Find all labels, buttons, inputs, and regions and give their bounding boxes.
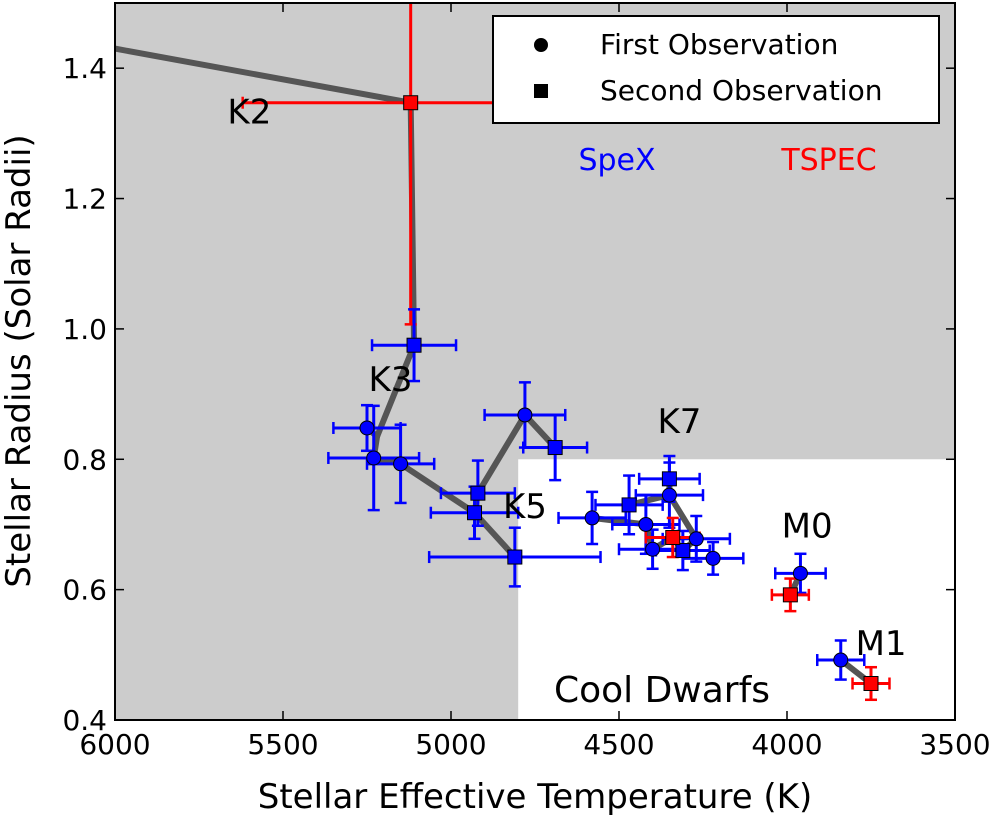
second-obs-point (403, 95, 419, 111)
first-obs-point (705, 550, 721, 566)
first-obs-point (688, 531, 704, 547)
second-obs-point (406, 337, 422, 353)
spectral-type-label-m0: M0 (782, 506, 833, 546)
connector-line (397, 460, 478, 516)
second-obs-point (467, 505, 483, 521)
y-tick-label: 1.0 (62, 313, 107, 346)
second-obs-point (507, 549, 523, 565)
spectral-type-label-k2: K2 (227, 93, 271, 133)
first-obs-point (584, 510, 600, 526)
first-obs-point (645, 541, 661, 557)
first-obs-point (359, 420, 375, 436)
connector-line (115, 45, 414, 106)
plot-frame (114, 2, 956, 721)
legend-label-second-observation: Second Observation (600, 74, 882, 107)
legend-circle-marker (534, 38, 548, 52)
second-obs-point (661, 471, 677, 487)
connector-line (374, 342, 418, 440)
spectral-type-label-k3: K3 (369, 360, 413, 400)
second-obs-point (665, 529, 681, 545)
y-tick-label: 0.4 (62, 704, 107, 737)
spectral-type-label-m1: M1 (856, 624, 907, 664)
second-obs-point (675, 543, 691, 559)
second-obs-point (547, 440, 563, 456)
cool-dwarfs-label: Cool Dwarfs (554, 670, 770, 711)
first-obs-point (792, 565, 808, 581)
first-obs-point (517, 407, 533, 423)
y-tick-label: 1.2 (62, 183, 107, 216)
x-tick-label: 4500 (583, 728, 654, 761)
y-axis-label: Stellar Radius (Solar Radii) (0, 134, 39, 587)
first-obs-point (661, 487, 677, 503)
first-obs-point (638, 516, 654, 532)
spectral-type-label-k5: K5 (503, 487, 547, 527)
y-tick-label: 0.6 (62, 574, 107, 607)
legend-label-first-observation: First Observation (600, 28, 838, 61)
second-obs-point (470, 485, 486, 501)
second-obs-point (621, 497, 637, 513)
x-tick-label: 5000 (415, 728, 486, 761)
y-tick-label: 1.4 (62, 52, 107, 85)
instrument-label-spex: SpeX (578, 143, 655, 178)
connector-line (474, 411, 528, 497)
second-obs-point (863, 675, 879, 691)
x-tick-label: 5500 (247, 728, 318, 761)
hot-star-region (115, 3, 955, 720)
first-obs-point (366, 450, 382, 466)
y-tick-label: 0.8 (62, 443, 107, 476)
legend-square-marker (534, 84, 548, 98)
x-tick-label: 4000 (751, 728, 822, 761)
instrument-label-tspec: TSPEC (780, 143, 876, 178)
legend: First Observation Second Observation (492, 15, 940, 124)
legend-box (492, 15, 940, 124)
first-obs-point (833, 652, 849, 668)
x-tick-label: 6000 (79, 728, 150, 761)
second-obs-point (782, 587, 798, 603)
spectral-type-label-k7: K7 (658, 402, 702, 442)
x-tick-label: 3500 (919, 728, 990, 761)
x-axis-label: Stellar Effective Temperature (K) (258, 777, 813, 817)
first-obs-point (393, 456, 409, 472)
